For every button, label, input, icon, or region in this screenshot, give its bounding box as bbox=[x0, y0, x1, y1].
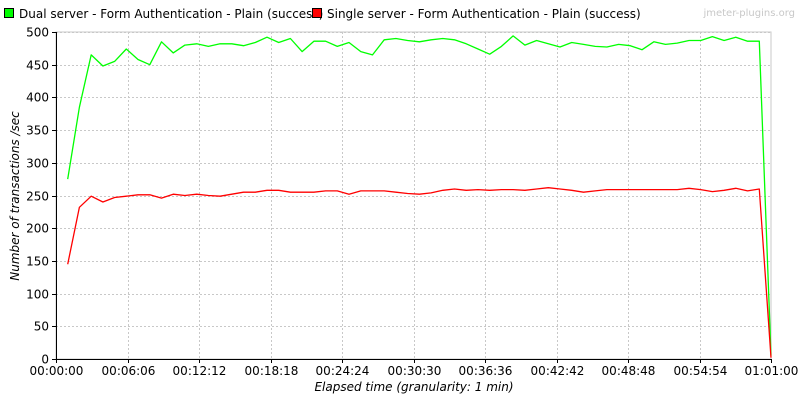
y-axis: 0 50 100 150 200 250 300 350 400 450 500 bbox=[26, 26, 57, 367]
series-layer bbox=[67, 35, 772, 358]
legend: Dual server - Form Authentication - Plai… bbox=[4, 7, 641, 21]
y-tick-label: 50 bbox=[34, 320, 49, 334]
x-tick-label: 00:00:00 bbox=[30, 364, 84, 378]
legend-label: Single server - Form Authentication - Pl… bbox=[327, 7, 641, 21]
x-tick-label: 00:48:48 bbox=[602, 364, 656, 378]
y-tick-label: 500 bbox=[26, 26, 49, 40]
x-axis: 00:00:00 00:06:06 00:12:12 00:18:18 00:24:24… bbox=[30, 359, 799, 378]
legend-swatch bbox=[312, 8, 322, 18]
legend-swatch bbox=[4, 8, 14, 18]
y-tick-label: 250 bbox=[26, 190, 49, 204]
x-tick-label: 00:18:18 bbox=[245, 364, 299, 378]
y-tick-label: 400 bbox=[26, 91, 49, 105]
y-tick-label: 450 bbox=[26, 59, 49, 73]
legend-label: Dual server - Form Authentication - Plai… bbox=[19, 7, 323, 21]
x-tick-label: 01:01:00 bbox=[745, 364, 799, 378]
x-tick-label: 00:36:36 bbox=[459, 364, 513, 378]
grid bbox=[56, 32, 771, 359]
series-line-2 bbox=[67, 187, 772, 358]
x-axis-label: Elapsed time (granularity: 1 min) bbox=[314, 380, 513, 394]
series-line-1 bbox=[67, 35, 772, 356]
legend-item-1: Dual server - Form Authentication - Plai… bbox=[4, 7, 323, 21]
x-tick-label: 00:54:54 bbox=[674, 364, 728, 378]
legend-item-2: Single server - Form Authentication - Pl… bbox=[312, 7, 641, 21]
x-tick-label: 00:24:24 bbox=[316, 364, 370, 378]
y-axis-label: Number of transactions /sec bbox=[8, 111, 22, 281]
y-tick-label: 100 bbox=[26, 288, 49, 302]
watermark: jmeter-plugins.org bbox=[702, 8, 795, 19]
x-tick-label: 00:30:30 bbox=[388, 364, 442, 378]
x-tick-label: 00:42:42 bbox=[531, 364, 585, 378]
y-tick-label: 200 bbox=[26, 222, 49, 236]
y-tick-label: 350 bbox=[26, 124, 49, 138]
y-tick-label: 150 bbox=[26, 255, 49, 269]
x-tick-label: 00:12:12 bbox=[173, 364, 227, 378]
plot-border bbox=[55, 31, 772, 360]
x-tick-label: 00:06:06 bbox=[102, 364, 156, 378]
plot-area bbox=[55, 31, 772, 360]
y-tick-label: 300 bbox=[26, 157, 49, 171]
y-tick-label: 0 bbox=[41, 353, 49, 367]
